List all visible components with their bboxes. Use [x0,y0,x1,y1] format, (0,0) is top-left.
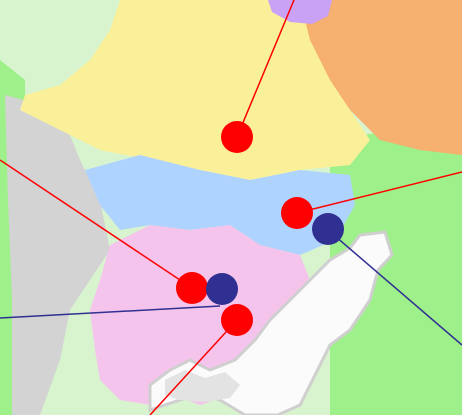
orange-region[interactable] [300,0,462,155]
blue-region[interactable] [85,155,355,255]
leader-line-navy-right [327,229,462,346]
purple-region[interactable] [268,0,332,24]
gray-region[interactable] [5,95,110,415]
leader-line-red-left [0,159,193,289]
red-marker-bottom[interactable] [221,304,253,336]
navy-marker-right[interactable] [312,213,344,245]
red-marker-top[interactable] [221,121,253,153]
leader-line-navy-left [0,305,221,319]
navy-marker-left[interactable] [206,273,238,305]
leader-line-right [296,171,462,214]
yellow-region[interactable] [20,0,370,180]
green-land-right [330,120,462,415]
leader-line-bottom [149,319,238,415]
red-marker-left[interactable] [176,272,208,304]
red-marker-right[interactable] [281,197,313,229]
leader-line-top [236,0,295,138]
